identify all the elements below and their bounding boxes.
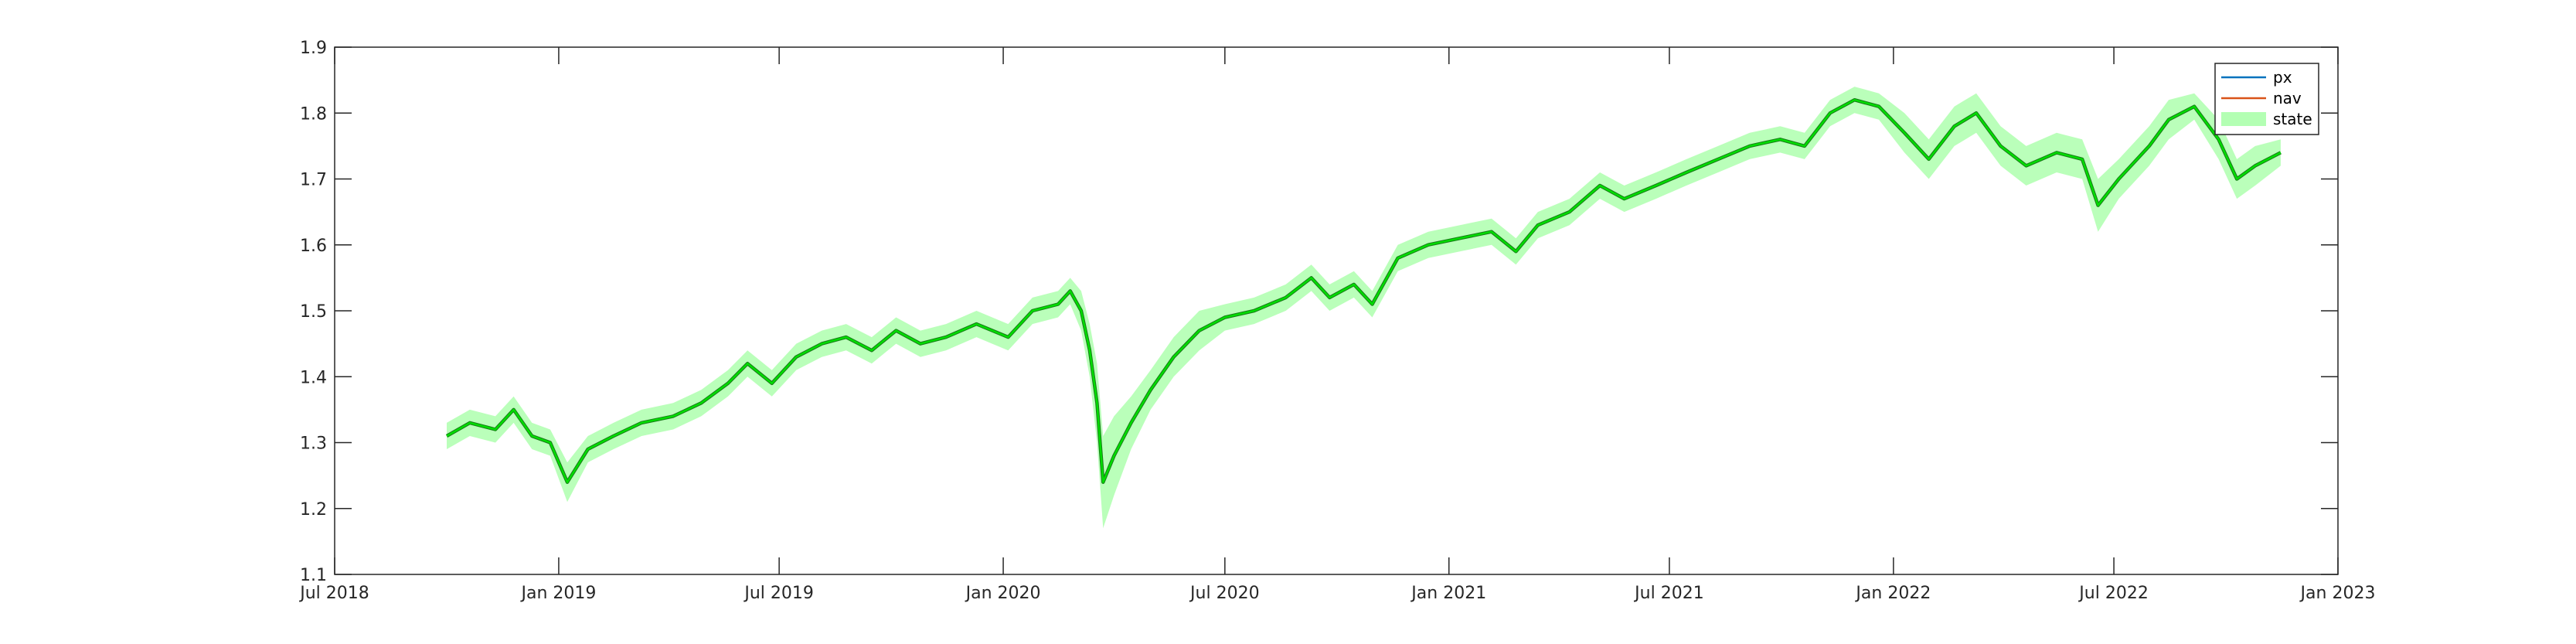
legend-label-nav: nav: [2273, 89, 2302, 107]
legend-items: px nav state: [2221, 68, 2312, 128]
x-tick-label: Jul 2019: [743, 584, 814, 603]
series-line-nav: [446, 98, 2282, 483]
state-band-layer: [447, 87, 2281, 529]
x-tick-label: Jan 2019: [519, 584, 596, 603]
x-tick-label: Jan 2021: [1410, 584, 1486, 603]
y-tick-label: 1.3: [300, 434, 327, 454]
x-tick-label: Jul 2022: [2077, 584, 2149, 603]
legend-label-state: state: [2273, 110, 2312, 128]
legend-label-px: px: [2273, 68, 2292, 87]
y-tick-label: 1.7: [300, 171, 327, 190]
x-tick-label: Jul 2018: [298, 584, 369, 603]
y-axis: 1.1 1.2 1.3 1.4 1.5 1.6 1.7 1.8 1.9: [300, 39, 2338, 585]
y-tick-label: 1.4: [300, 368, 327, 387]
y-tick-label: 1.5: [300, 302, 327, 322]
legend: px nav state: [2214, 63, 2319, 135]
x-tick-label: Jul 2020: [1189, 584, 1260, 603]
y-tick-label: 1.2: [300, 500, 327, 520]
x-tick-label: Jul 2021: [1633, 584, 1704, 603]
y-tick-label: 1.1: [300, 566, 327, 585]
legend-swatch-state: [2221, 112, 2266, 126]
series-line-layer: [445, 97, 2282, 484]
y-tick-label: 1.8: [300, 104, 327, 124]
y-tick-label: 1.6: [300, 237, 327, 256]
x-tick-label: Jan 2020: [965, 584, 1041, 603]
band-state: [447, 87, 2281, 529]
x-tick-label: Jan 2022: [1854, 584, 1931, 603]
y-tick-label: 1.9: [300, 39, 327, 58]
x-axis: Jul 2018 Jan 2019 Jul 2019 Jan 2020 Jul 2020…: [298, 47, 2375, 603]
x-tick-label: Jan 2023: [2299, 584, 2376, 603]
